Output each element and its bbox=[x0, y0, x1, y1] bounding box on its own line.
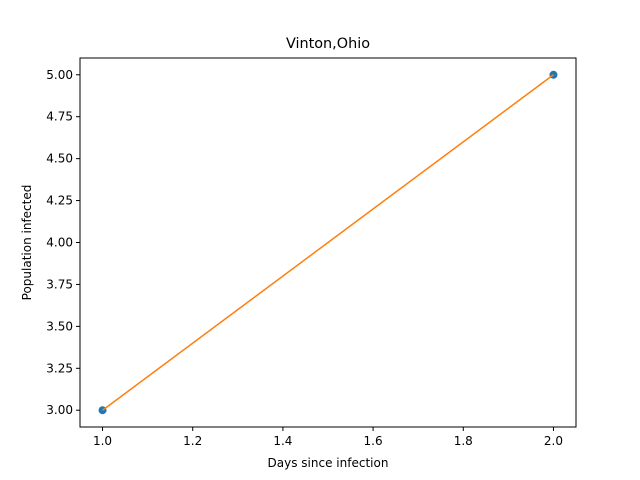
y-tick-label: 3.50 bbox=[46, 319, 73, 333]
y-tick-label: 4.50 bbox=[46, 152, 73, 166]
fit-line bbox=[102, 74, 554, 411]
x-tick-label: 1.2 bbox=[183, 434, 202, 448]
y-axis-ticks: 3.00 3.25 3.50 3.75 4.00 4.25 4.50 4.75 5.00 bbox=[46, 68, 80, 417]
y-tick-label: 3.00 bbox=[46, 403, 73, 417]
y-axis-label: Population infected bbox=[20, 185, 34, 301]
y-tick-label: 3.75 bbox=[46, 277, 73, 291]
y-tick-label: 5.00 bbox=[46, 68, 73, 82]
chart-title: Vinton,Ohio bbox=[286, 36, 370, 52]
x-tick-label: 1.8 bbox=[454, 434, 473, 448]
x-tick-label: 1.0 bbox=[93, 434, 112, 448]
x-tick-label: 1.6 bbox=[364, 434, 383, 448]
y-tick-label: 4.25 bbox=[46, 194, 73, 208]
y-tick-label: 4.75 bbox=[46, 110, 73, 124]
x-tick-label: 1.4 bbox=[273, 434, 292, 448]
x-tick-label: 2.0 bbox=[544, 434, 563, 448]
y-tick-label: 3.25 bbox=[46, 361, 73, 375]
x-axis-label: Days since infection bbox=[268, 456, 389, 470]
y-tick-label: 4.00 bbox=[46, 236, 73, 250]
x-axis-ticks: 1.0 1.2 1.4 1.6 1.8 2.0 bbox=[93, 427, 563, 448]
plot-area bbox=[98, 70, 558, 415]
